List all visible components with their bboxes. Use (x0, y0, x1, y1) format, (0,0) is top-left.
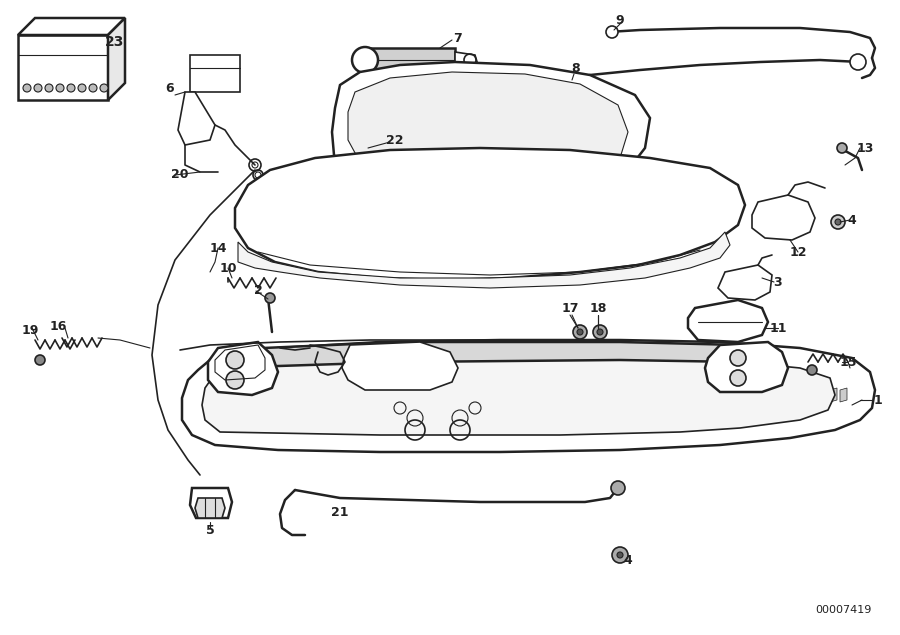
Polygon shape (810, 388, 817, 402)
Circle shape (56, 84, 64, 92)
Polygon shape (750, 388, 757, 402)
Text: 6: 6 (166, 81, 175, 95)
Text: 22: 22 (386, 133, 404, 147)
Circle shape (352, 47, 378, 73)
Polygon shape (108, 18, 125, 100)
Circle shape (34, 84, 42, 92)
Text: 5: 5 (205, 523, 214, 537)
Circle shape (89, 84, 97, 92)
Text: 12: 12 (789, 246, 806, 258)
Text: 3: 3 (774, 276, 782, 288)
Text: 19: 19 (22, 323, 39, 337)
Text: 13: 13 (856, 142, 874, 154)
Text: 4: 4 (624, 554, 633, 566)
Text: 8: 8 (572, 62, 580, 74)
Text: 00007419: 00007419 (815, 605, 871, 615)
Circle shape (265, 293, 275, 303)
Polygon shape (830, 388, 837, 402)
Circle shape (835, 219, 841, 225)
Circle shape (226, 371, 244, 389)
Polygon shape (752, 195, 815, 240)
Polygon shape (688, 300, 768, 342)
Circle shape (597, 329, 603, 335)
Circle shape (612, 547, 628, 563)
Polygon shape (202, 356, 835, 435)
Polygon shape (365, 48, 455, 72)
Circle shape (850, 54, 866, 70)
Polygon shape (820, 388, 827, 402)
Circle shape (573, 325, 587, 339)
Polygon shape (705, 342, 788, 392)
Text: 1: 1 (874, 394, 882, 406)
Circle shape (45, 84, 53, 92)
Polygon shape (18, 18, 125, 35)
Circle shape (837, 143, 847, 153)
Text: 10: 10 (220, 262, 237, 274)
Text: 23: 23 (105, 35, 125, 49)
Polygon shape (235, 148, 745, 280)
Text: 18: 18 (590, 302, 607, 314)
Text: 21: 21 (331, 505, 349, 519)
Text: 2: 2 (254, 283, 263, 297)
Polygon shape (332, 62, 650, 205)
Polygon shape (690, 388, 697, 402)
Circle shape (226, 351, 244, 369)
Polygon shape (760, 388, 767, 402)
Text: 15: 15 (839, 356, 857, 368)
Polygon shape (178, 92, 215, 145)
Polygon shape (182, 340, 875, 452)
Polygon shape (190, 488, 232, 518)
Circle shape (611, 481, 625, 495)
Circle shape (831, 215, 845, 229)
Text: 11: 11 (770, 321, 787, 335)
Text: 16: 16 (50, 319, 67, 333)
Circle shape (606, 26, 618, 38)
Polygon shape (740, 388, 747, 402)
Circle shape (78, 84, 86, 92)
Polygon shape (208, 342, 278, 395)
Polygon shape (238, 232, 730, 288)
Polygon shape (195, 498, 225, 518)
Circle shape (23, 84, 31, 92)
Polygon shape (730, 388, 737, 402)
Polygon shape (720, 388, 727, 402)
Polygon shape (718, 265, 772, 300)
Text: 14: 14 (209, 241, 227, 255)
Polygon shape (700, 388, 707, 402)
Polygon shape (455, 52, 478, 68)
Polygon shape (710, 388, 717, 402)
Polygon shape (780, 388, 787, 402)
Polygon shape (18, 35, 108, 100)
Circle shape (100, 84, 108, 92)
Polygon shape (218, 342, 740, 368)
Polygon shape (670, 388, 677, 402)
Polygon shape (190, 55, 240, 92)
Circle shape (730, 370, 746, 386)
Text: 17: 17 (562, 302, 579, 314)
Circle shape (730, 350, 746, 366)
Circle shape (565, 73, 579, 87)
Text: 4: 4 (848, 213, 857, 227)
Polygon shape (800, 388, 807, 402)
Circle shape (617, 552, 623, 558)
Circle shape (577, 329, 583, 335)
Text: 20: 20 (171, 168, 189, 182)
Circle shape (35, 355, 45, 365)
Polygon shape (680, 388, 687, 402)
Text: 7: 7 (454, 32, 463, 44)
Circle shape (67, 84, 75, 92)
Polygon shape (840, 388, 847, 402)
Text: 9: 9 (616, 13, 625, 27)
Polygon shape (342, 342, 458, 390)
Circle shape (593, 325, 607, 339)
Circle shape (807, 365, 817, 375)
Polygon shape (790, 388, 797, 402)
Polygon shape (770, 388, 777, 402)
Polygon shape (348, 72, 628, 197)
